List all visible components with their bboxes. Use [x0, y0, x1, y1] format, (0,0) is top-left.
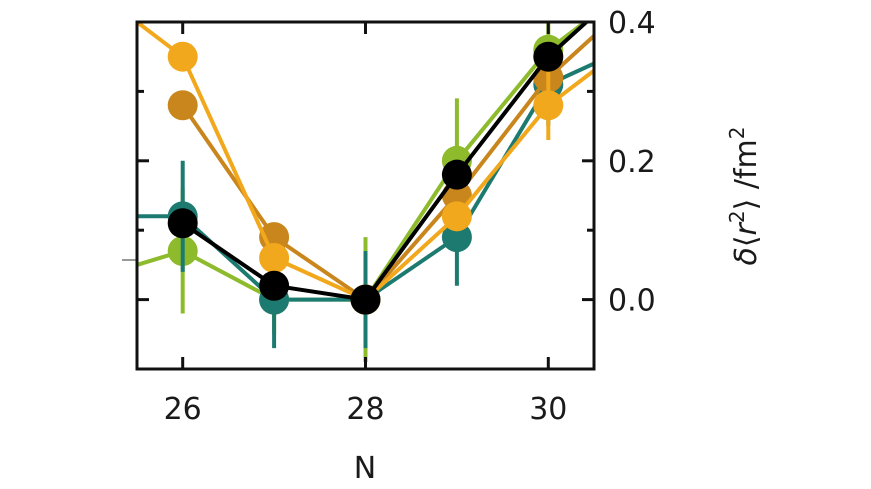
- series-4-point: [350, 284, 381, 315]
- series-1-point: [441, 222, 472, 253]
- series-4-point: [533, 41, 564, 72]
- x-tick-label: 26: [164, 392, 202, 427]
- series-3-point: [441, 201, 472, 232]
- series-4-point: [259, 270, 290, 301]
- y-axis-label: δ⟨r2⟩ /fm2: [725, 126, 764, 265]
- y-tick-label: 0.0: [608, 284, 656, 319]
- series-3-point: [167, 41, 198, 72]
- series-2-point: [167, 90, 198, 121]
- x-tick-label: 28: [346, 392, 384, 427]
- y-tick-label: 0.2: [608, 145, 656, 180]
- series-4-point: [167, 208, 198, 239]
- series-4-line: [181, 22, 590, 302]
- y-tick-label: 0.4: [608, 6, 656, 41]
- series-layer: [137, 22, 594, 363]
- x-axis-label: N: [354, 451, 376, 486]
- series-4: [167, 22, 590, 315]
- series-4-point: [441, 159, 472, 190]
- series-3-point: [533, 90, 564, 121]
- ticks-layer: 26 28 30 0.0 0.2 0.4: [137, 6, 656, 427]
- x-tick-label: 30: [529, 392, 567, 427]
- series-3-point: [259, 242, 290, 273]
